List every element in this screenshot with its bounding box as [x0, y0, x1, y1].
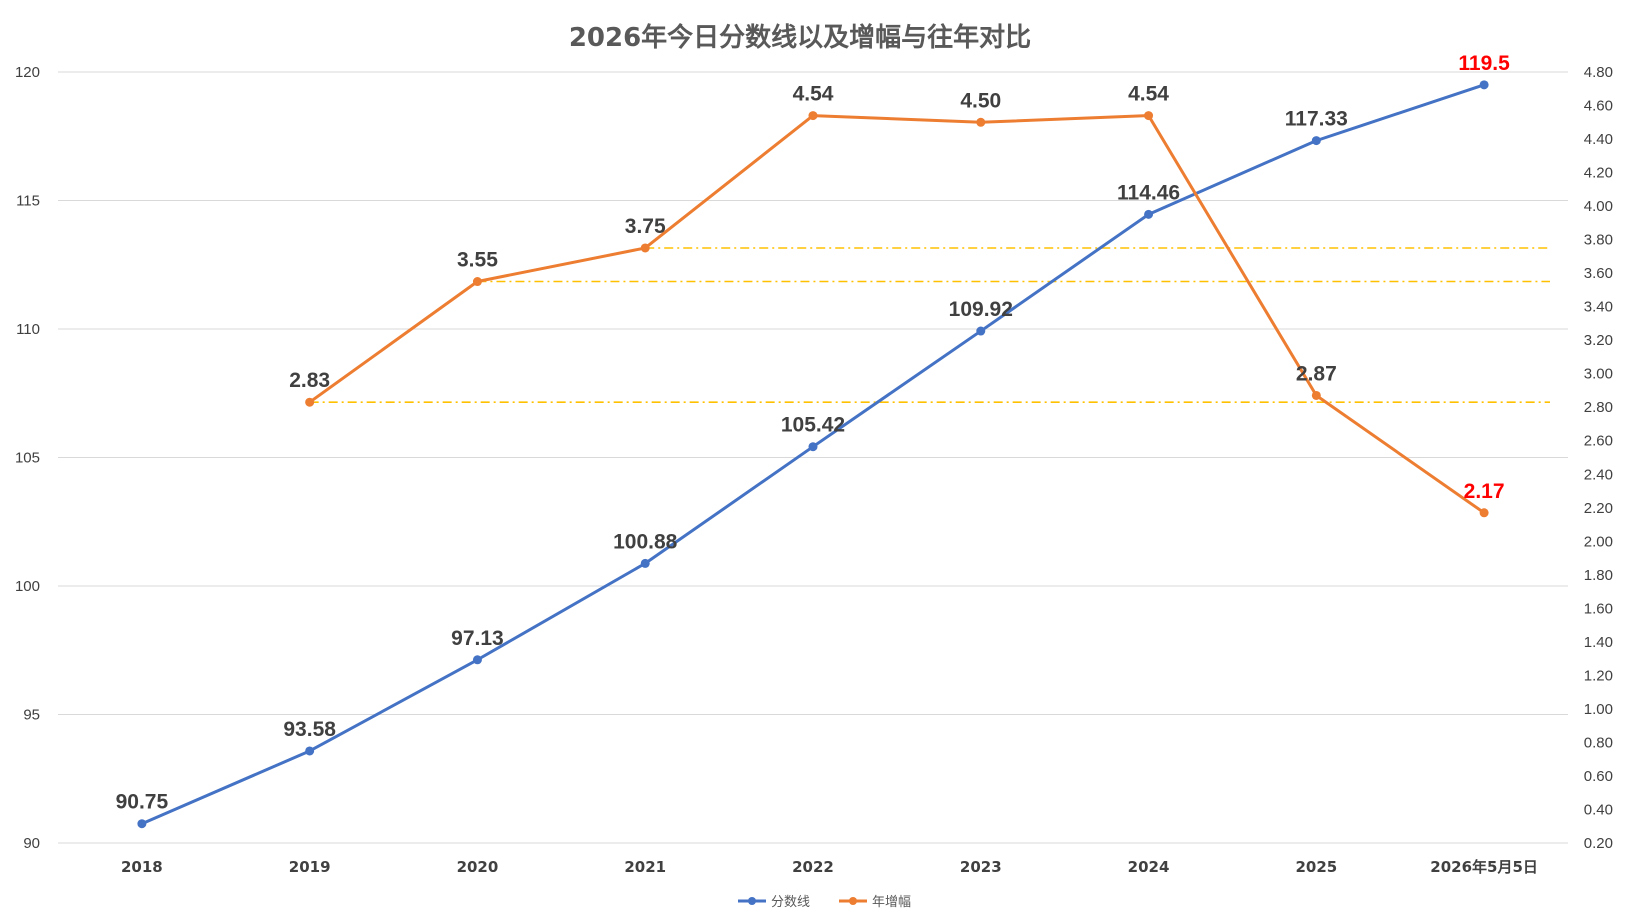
right-axis-tick-label: 3.60 — [1584, 265, 1613, 282]
data-point — [640, 243, 650, 253]
x-axis-tick-label: 2018 — [121, 858, 163, 876]
left-axis-tick-label: 95 — [23, 707, 40, 724]
left-y-axis: 90 95 100 105 110 115 120 — [15, 64, 40, 852]
x-axis-tick-label: 2022 — [792, 858, 834, 876]
left-axis-tick-label: 115 — [16, 193, 40, 210]
right-axis-tick-label: 1.00 — [1584, 701, 1613, 718]
x-axis-tick-label: 2026年5月5日 — [1430, 858, 1538, 876]
right-axis-tick-label: 0.40 — [1584, 801, 1613, 818]
left-axis-tick-label: 105 — [15, 450, 40, 467]
right-axis-tick-label: 3.40 — [1584, 299, 1613, 316]
data-label: 3.75 — [625, 215, 666, 238]
legend-marker — [748, 897, 756, 905]
data-point — [472, 277, 482, 287]
data-point — [1479, 508, 1489, 518]
right-axis-tick-label: 2.80 — [1584, 399, 1613, 416]
data-point — [976, 117, 986, 127]
x-axis-tick-label: 2023 — [960, 858, 1002, 876]
x-axis-tick-label: 2025 — [1295, 858, 1337, 876]
right-axis-tick-label: 3.20 — [1584, 332, 1613, 349]
right-axis-tick-label: 1.20 — [1584, 667, 1613, 684]
data-label: 2.87 — [1296, 362, 1337, 385]
right-axis-tick-label: 0.20 — [1584, 835, 1613, 852]
data-label: 4.54 — [1128, 83, 1169, 106]
left-axis-tick-label: 90 — [23, 835, 40, 852]
data-point — [640, 558, 650, 568]
x-axis-tick-label: 2020 — [457, 858, 499, 876]
right-axis-tick-label: 3.80 — [1584, 232, 1613, 249]
series-layer — [137, 80, 1489, 829]
series-line-growth — [308, 114, 1485, 515]
right-y-axis: 0.20 0.40 0.60 0.80 1.00 1.20 1.40 1.60 1.80 2.00… — [1584, 64, 1613, 852]
right-axis-tick-label: 1.80 — [1584, 567, 1613, 584]
chart-title: 2026年今日分数线以及增幅与往年对比 — [569, 22, 1031, 53]
right-axis-tick-label: 1.40 — [1584, 634, 1613, 651]
right-axis-tick-label: 4.20 — [1584, 165, 1613, 182]
data-label: 93.58 — [283, 718, 336, 741]
legend-label: 分数线 — [771, 895, 810, 910]
legend-label: 年增幅 — [872, 895, 911, 910]
data-point — [1311, 390, 1321, 400]
right-axis-tick-label: 1.60 — [1584, 600, 1613, 617]
reference-lines — [309, 247, 1550, 403]
right-axis-tick-label: 4.60 — [1584, 98, 1613, 115]
data-label: 2.17 — [1464, 480, 1505, 503]
x-axis: 2018 2019 2020 2021 2022 2023 2024 2025 2026年5月5… — [58, 842, 1568, 876]
data-label: 100.88 — [613, 530, 678, 553]
left-axis-tick-label: 120 — [15, 64, 40, 81]
legend-marker — [849, 897, 857, 905]
data-label: 4.54 — [793, 83, 834, 106]
data-point — [1144, 111, 1154, 121]
right-axis-tick-label: 2.40 — [1584, 466, 1613, 483]
data-point — [1144, 209, 1154, 219]
left-axis-tick-label: 110 — [16, 321, 40, 338]
right-axis-tick-label: 0.60 — [1584, 768, 1613, 785]
right-axis-tick-label: 3.00 — [1584, 366, 1613, 383]
data-label: 105.42 — [781, 414, 845, 437]
data-label: 3.55 — [457, 249, 498, 272]
right-axis-tick-label: 2.20 — [1584, 500, 1613, 517]
data-point — [808, 111, 818, 121]
legend: 分数线 年增幅 — [738, 895, 911, 910]
data-labels: 90.75 93.58 97.13 100.88 105.42 109.92 114.46 1… — [116, 52, 1511, 814]
gridlines — [58, 71, 1568, 844]
data-point — [1311, 136, 1321, 146]
data-label: 114.46 — [1117, 181, 1180, 204]
data-point — [305, 397, 315, 407]
right-axis-tick-label: 4.00 — [1584, 198, 1613, 215]
data-label: 4.50 — [960, 89, 1001, 112]
x-axis-tick-label: 2021 — [624, 858, 666, 876]
data-point — [976, 326, 986, 336]
right-axis-tick-label: 4.80 — [1584, 64, 1613, 81]
data-label: 117.33 — [1285, 108, 1348, 131]
data-label: 97.13 — [451, 627, 504, 650]
right-axis-tick-label: 4.40 — [1584, 131, 1613, 148]
data-point — [305, 746, 315, 756]
right-axis-tick-label: 2.60 — [1584, 433, 1613, 450]
x-axis-tick-label: 2024 — [1128, 858, 1170, 876]
data-label: 2.83 — [289, 369, 330, 392]
right-axis-tick-label: 2.00 — [1584, 533, 1613, 550]
data-label: 109.92 — [949, 298, 1013, 321]
data-point — [137, 819, 147, 829]
data-point — [472, 655, 482, 665]
x-axis-tick-label: 2019 — [289, 858, 331, 876]
data-point — [808, 442, 818, 452]
data-label: 119.5 — [1458, 52, 1510, 75]
data-label: 90.75 — [116, 791, 169, 814]
data-point — [1479, 80, 1489, 90]
right-axis-tick-label: 0.80 — [1584, 734, 1613, 751]
left-axis-tick-label: 100 — [15, 578, 40, 595]
